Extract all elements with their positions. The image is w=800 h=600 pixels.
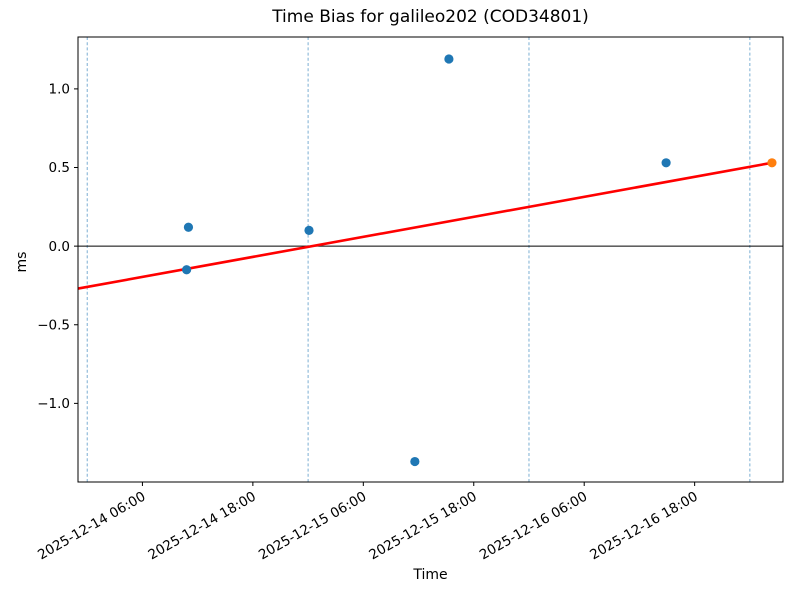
- x-tick-label: 2025-12-14 06:00: [35, 489, 148, 564]
- x-tick-label: 2025-12-15 18:00: [366, 489, 479, 564]
- y-tick-label: −1.0: [37, 396, 70, 412]
- measured-bias-point: [304, 225, 314, 236]
- measured-bias-point: [410, 456, 420, 467]
- x-tick-label: 2025-12-16 06:00: [477, 489, 590, 564]
- measured-bias-point: [444, 54, 454, 64]
- x-tick-label: 2025-12-15 06:00: [256, 489, 369, 564]
- y-axis-label-wrap: ms: [8, 232, 36, 292]
- x-tick-label: 2025-12-16 18:00: [587, 489, 700, 564]
- measured-bias-point: [183, 222, 194, 232]
- x-tick-label: 2025-12-14 18:00: [146, 489, 259, 564]
- measured-bias-point: [661, 158, 671, 168]
- y-tick-label: 0.5: [49, 160, 70, 176]
- y-tick-label: −0.5: [37, 317, 70, 333]
- y-tick-label: 1.0: [49, 82, 70, 98]
- x-axis-label: Time: [413, 567, 448, 583]
- plot-frame: [77, 36, 784, 483]
- y-tick-label: 0.0: [49, 239, 70, 255]
- extrapolated-bias-point: [767, 158, 777, 168]
- measured-bias-point: [182, 265, 192, 275]
- chart-title: Time Bias for galileo202 (COD34801): [272, 7, 589, 27]
- y-axis-label: ms: [14, 251, 30, 273]
- trend-line: [77, 161, 773, 290]
